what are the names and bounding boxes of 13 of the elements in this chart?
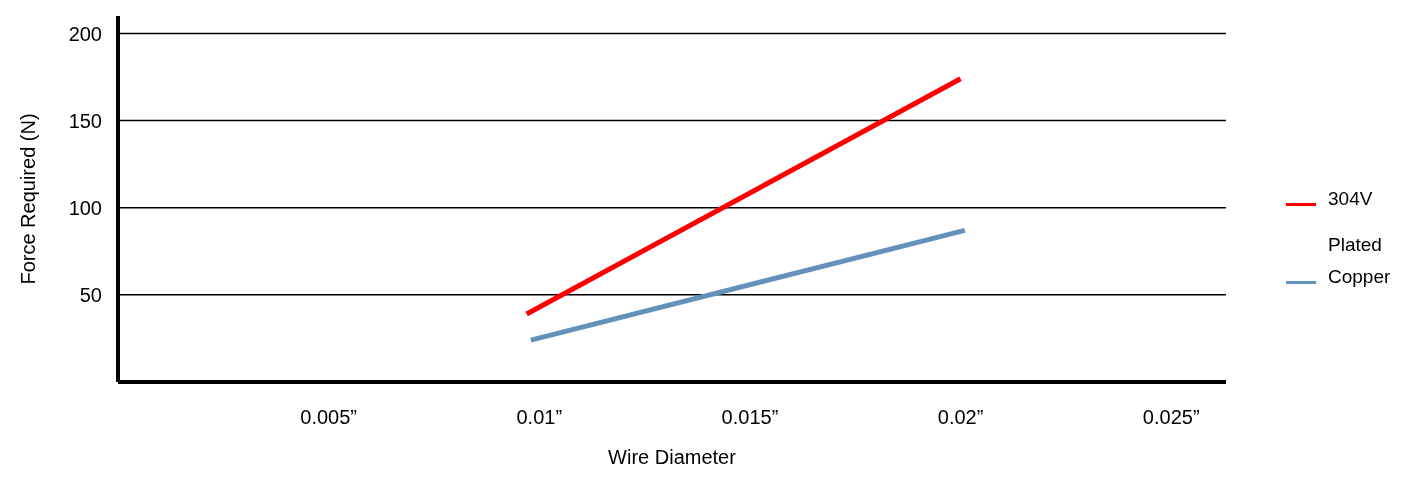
y-tick-label: 50 (79, 283, 102, 306)
y-axis-title: Force Required (N) (17, 113, 40, 285)
legend-label: 304V (1328, 187, 1373, 211)
x-tick-label: 0.025” (1142, 406, 1200, 429)
text: Plated Copper (1328, 233, 1392, 289)
x-tick-label: 0.01” (516, 406, 563, 429)
x-tick-label: 0.005” (300, 406, 358, 429)
x-tick-label: 0.015” (721, 406, 779, 429)
x-tick-label: 0.02” (937, 406, 984, 429)
y-tick-label: 100 (68, 196, 102, 219)
y-tick-label: 150 (68, 109, 102, 132)
y-tick-label: 200 (68, 22, 102, 45)
x-axis-title: Wire Diameter (608, 446, 737, 468)
